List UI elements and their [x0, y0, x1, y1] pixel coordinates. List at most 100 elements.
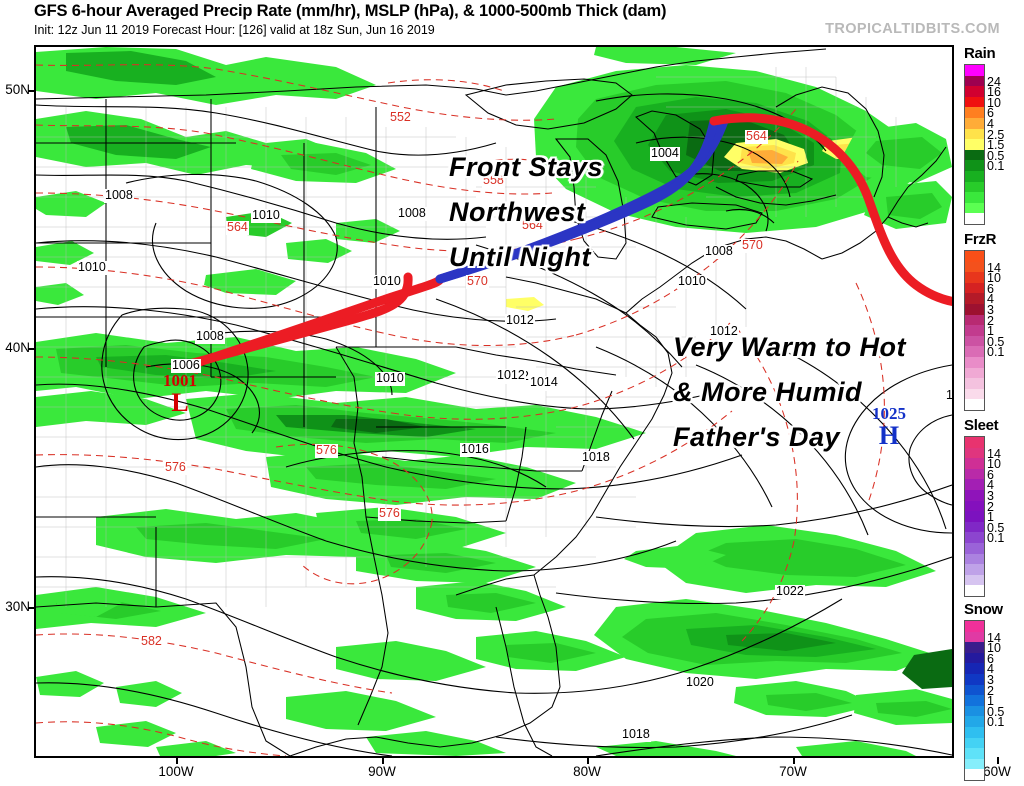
legend-swatch [965, 695, 984, 706]
legend-swatch [965, 585, 984, 596]
legend-title: Snow [964, 601, 1003, 618]
legend-swatch [965, 325, 984, 336]
legend-swatch [965, 399, 984, 410]
legend-tick-label: 2 [987, 499, 994, 514]
precip-shading [36, 47, 952, 756]
legend-tick-label: 6 [987, 651, 994, 666]
legend-colorbar [964, 250, 985, 411]
legend-swatch [965, 748, 984, 759]
legend-swatch [965, 716, 984, 727]
isobar-label: 1008 [704, 244, 734, 259]
watermark: TROPICALTIDBITS.COM [825, 21, 1000, 37]
header: GFS 6-hour Averaged Precip Rate (mm/hr),… [0, 0, 1024, 40]
isobar-label: 1012 [505, 313, 535, 328]
legend-swatch [965, 378, 984, 389]
pressure-symbol: H [878, 421, 900, 450]
legend-tick-label: 1 [987, 510, 994, 525]
pressure-center-low: 1001 L [152, 371, 208, 418]
isobar-label: 1018 [581, 450, 611, 465]
lon-tick-label: 90W [368, 764, 396, 779]
isobar-label: 1016 [460, 442, 490, 457]
run-info: Init: 12z Jun 11 2019 Forecast Hour: [12… [34, 23, 435, 37]
legend-colorbar [964, 620, 985, 781]
legend-tick-label: 3 [987, 673, 994, 687]
legend-swatch [965, 652, 984, 664]
isobar-label: 1008 [104, 188, 134, 203]
legend-swatch [965, 367, 984, 379]
legend-tick-label: 2 [987, 683, 994, 698]
legend-swatch [965, 642, 984, 653]
thickness-label: 552 [389, 110, 412, 125]
pressure-symbol: L [171, 388, 189, 417]
legend-tick-label: 10 [987, 641, 1001, 656]
legend-swatch [965, 663, 984, 674]
lon-tick-mark [793, 757, 795, 764]
legend-swatch [965, 521, 984, 533]
isobar-label: 1004 [650, 146, 680, 161]
legend-swatch [965, 261, 984, 273]
legend-tick-label: 4 [987, 662, 994, 677]
isobar-label: 1024 [945, 388, 952, 403]
temp-note-line-1: Very Warm to Hot [673, 332, 907, 362]
legend-swatch [965, 553, 984, 565]
thickness-label: 576 [378, 506, 401, 521]
legend-tick-label: 16 [987, 85, 1001, 100]
legend-tick-label: 4 [987, 478, 994, 493]
legend-swatch [965, 542, 984, 554]
legend-swatch [965, 631, 984, 643]
lon-tick-label: 70W [779, 764, 807, 779]
legend-tick-label: 1.5 [987, 138, 1005, 153]
lat-tick-mark [28, 90, 35, 92]
legend-colorbar [964, 436, 985, 597]
legend-swatch [965, 86, 984, 97]
legend-swatch [965, 705, 984, 717]
thickness-label: 564 [521, 218, 544, 233]
legend-tick-label: 3 [987, 489, 994, 503]
cold-front-segment2 [435, 116, 719, 284]
lon-tick-mark [176, 757, 178, 764]
front-note-line-2: Northwest [449, 197, 586, 227]
legend-swatch [965, 479, 984, 490]
isobar-label: 1008 [397, 206, 427, 221]
legend-swatch [965, 65, 984, 76]
legend-swatch [965, 574, 984, 586]
pressure-value: 1025 [872, 404, 906, 423]
lat-tick-label: 30N [5, 599, 30, 614]
legend-swatch [965, 726, 984, 738]
legend-swatch [965, 170, 984, 182]
legend-title: Rain [964, 45, 996, 62]
legend-swatch [965, 149, 984, 161]
legend-swatch [965, 272, 984, 283]
lat-tick-mark [28, 348, 35, 350]
thickness-label: 570 [466, 274, 489, 289]
map-canvas[interactable]: 1008 1010 1008 1010 1010 1004 1008 1008 1006 1010… [34, 45, 954, 758]
temp-note-line-2: & More Humid [673, 377, 863, 407]
warm-front-east [709, 113, 952, 306]
legend-scale-snow: Snow 14 10 6 4 3 2 1 0.5 0.1 [958, 601, 1024, 781]
legend-swatch [965, 213, 984, 224]
legend-tick-label: 0.5 [987, 704, 1005, 719]
legend-swatch [965, 532, 984, 543]
lon-tick-mark [997, 757, 999, 764]
legend-swatch [965, 293, 984, 304]
lat-tick-label: 50N [5, 82, 30, 97]
legend-swatch [965, 160, 984, 171]
legend-swatch [965, 673, 984, 685]
legend-tick-label: 3 [987, 303, 994, 317]
map-graphics [36, 47, 952, 756]
legend-swatch [965, 769, 984, 780]
legend-swatch [965, 251, 984, 262]
isobar-label: 1018 [621, 727, 651, 742]
legend-swatch [965, 437, 984, 448]
legend-swatch [965, 181, 984, 193]
legend-tick-label: 0.1 [987, 715, 1005, 730]
lon-tick-mark [587, 757, 589, 764]
legend-swatch [965, 356, 984, 368]
legend-title: FrzR [964, 231, 997, 248]
legend-swatch [965, 192, 984, 203]
legend-tick-label: 14 [987, 446, 1001, 461]
legend-colorbar [964, 64, 985, 225]
legend-tick-label: 0.1 [987, 531, 1005, 546]
thickness-label: 582 [140, 634, 163, 649]
